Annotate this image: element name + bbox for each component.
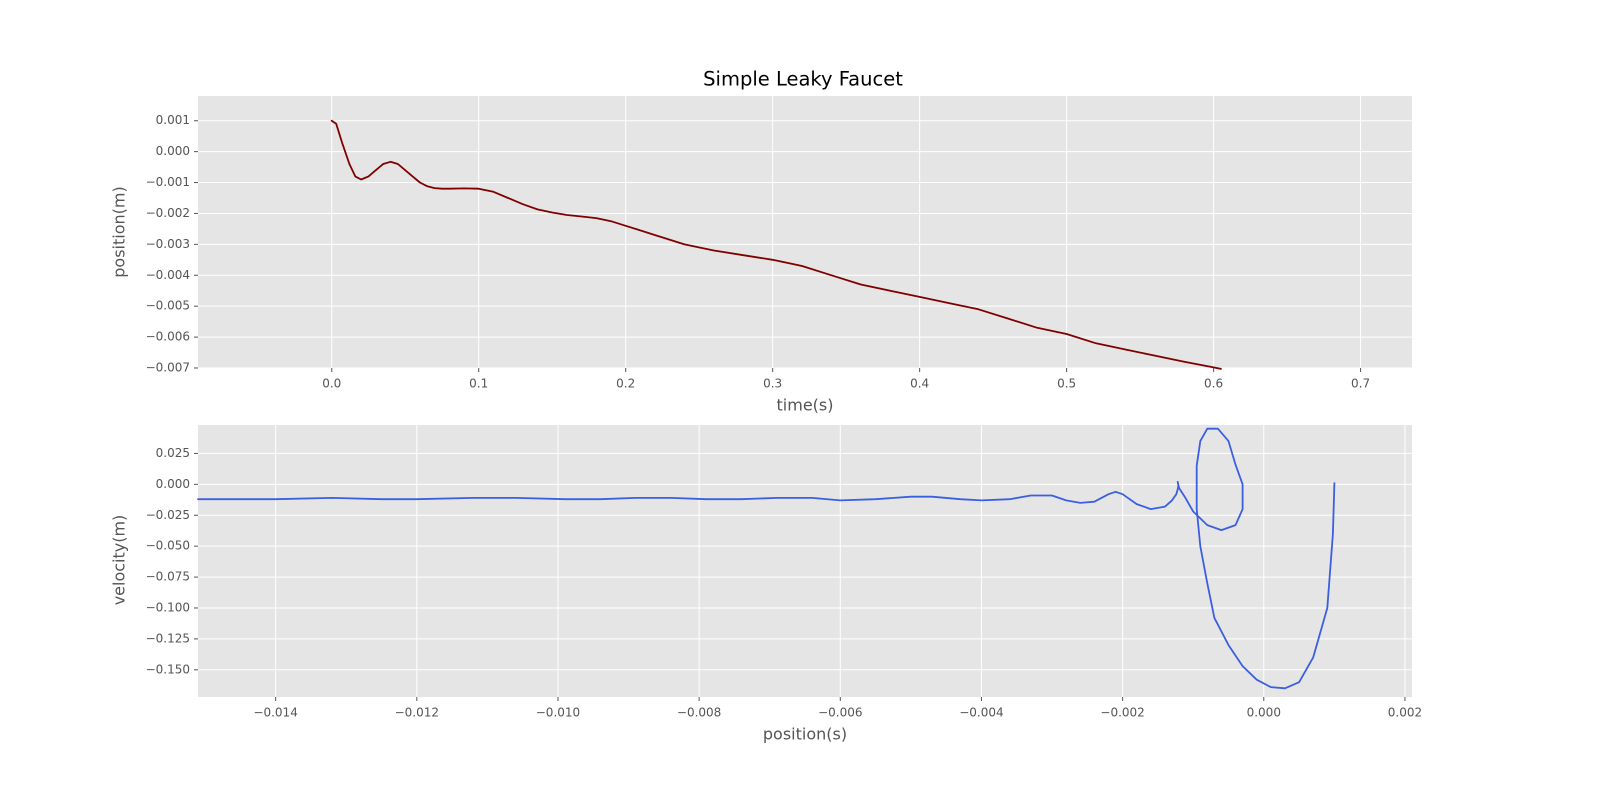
y-tick-label: 0.000 <box>156 144 190 158</box>
y-tick-label: −0.004 <box>146 268 190 282</box>
x-axis-ticks: 0.0 0.1 0.2 0.3 0.4 0.5 0.6 0.7 <box>322 368 1370 391</box>
y-tick-label: 0.001 <box>156 113 190 127</box>
x-axis-ticks: −0.014 −0.012 −0.010 −0.008 −0.006 −0.004 −0.0… <box>253 697 1422 720</box>
x-tick-label: 0.6 <box>1204 377 1223 391</box>
plot-area <box>198 96 1412 368</box>
x-tick-label: 0.1 <box>469 377 488 391</box>
y-axis-ticks: 0.001 0.000 −0.001 −0.002 −0.003 −0.004 −0.005… <box>146 113 198 375</box>
y-tick-label: −0.150 <box>146 662 190 676</box>
y-tick-label: −0.125 <box>146 631 190 645</box>
y-tick-label: 0.025 <box>156 446 190 460</box>
y-tick-label: −0.100 <box>146 600 190 614</box>
x-tick-label: 0.002 <box>1388 706 1422 720</box>
y-tick-label: −0.002 <box>146 206 190 220</box>
y-tick-label: −0.050 <box>146 539 190 553</box>
x-tick-label: 0.0 <box>322 377 341 391</box>
x-tick-label: −0.010 <box>536 706 580 720</box>
x-tick-label: 0.7 <box>1351 377 1370 391</box>
x-tick-label: −0.002 <box>1100 706 1144 720</box>
series-line <box>197 427 1336 690</box>
grid <box>198 96 1412 369</box>
x-tick-label: 0.5 <box>1057 377 1076 391</box>
y-tick-label: −0.001 <box>146 175 190 189</box>
x-tick-label: 0.4 <box>910 377 929 391</box>
y-tick-label: −0.003 <box>146 237 190 251</box>
y-axis-label: position(m) <box>110 186 129 277</box>
y-tick-label: −0.025 <box>146 508 190 522</box>
phase-plot: −0.014 −0.012 −0.010 −0.008 −0.006 −0.004 −0.0… <box>110 425 1422 744</box>
y-axis-ticks: 0.025 0.000 −0.025 −0.050 −0.075 −0.100 −0.125… <box>146 446 198 676</box>
x-axis-label: position(s) <box>763 725 847 744</box>
series-layer <box>197 427 1336 690</box>
grid <box>198 425 1412 697</box>
x-tick-label: −0.004 <box>959 706 1003 720</box>
series-layer <box>330 119 1222 370</box>
x-tick-label: −0.012 <box>395 706 439 720</box>
plot-area <box>198 425 1412 697</box>
series-line <box>330 119 1222 370</box>
x-tick-label: −0.006 <box>818 706 862 720</box>
chart-title: Simple Leaky Faucet <box>703 68 903 91</box>
x-tick-label: −0.008 <box>677 706 721 720</box>
y-axis-label: velocity(m) <box>110 515 129 606</box>
x-tick-label: 0.000 <box>1247 706 1281 720</box>
x-axis-label: time(s) <box>777 396 834 415</box>
y-tick-label: −0.075 <box>146 570 190 584</box>
y-tick-label: −0.006 <box>146 330 190 344</box>
x-tick-label: 0.2 <box>616 377 635 391</box>
x-tick-label: −0.014 <box>253 706 297 720</box>
x-tick-label: 0.3 <box>763 377 782 391</box>
position-time-plot: Simple Leaky Faucet 0.0 0.1 0.2 0.3 0.4 0.5 0.… <box>110 68 1412 415</box>
y-tick-label: 0.000 <box>156 477 190 491</box>
y-tick-label: −0.007 <box>146 361 190 375</box>
y-tick-label: −0.005 <box>146 299 190 313</box>
